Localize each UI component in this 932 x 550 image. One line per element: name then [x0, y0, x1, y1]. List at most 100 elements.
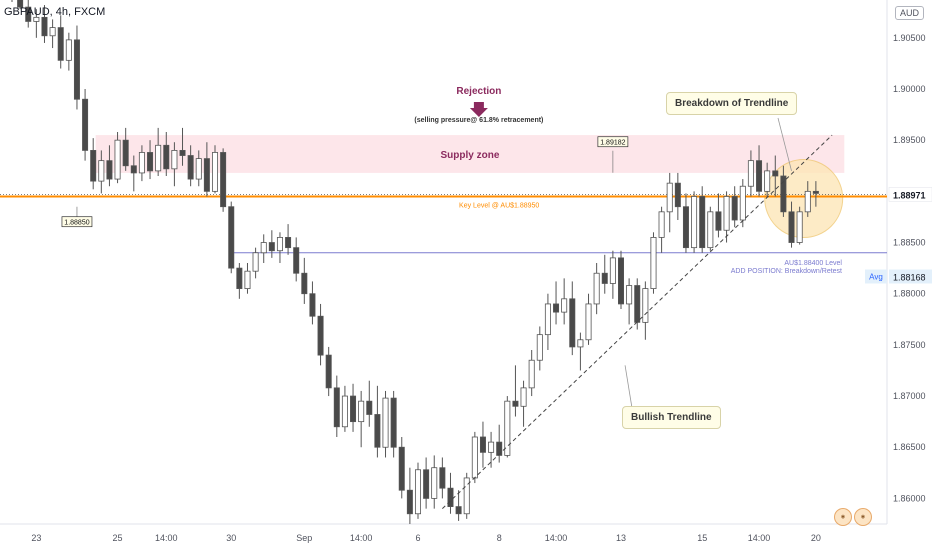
x-tick-label: 13: [616, 533, 626, 543]
candle-up: [804, 190, 811, 213]
x-tick-label: 14:00: [545, 533, 568, 543]
candle-up: [341, 395, 348, 428]
candle-up: [195, 158, 202, 180]
y-tick-label: 1.90500: [893, 33, 926, 43]
overlays-layer: Rejection (selling pressure@ 61.8% retrac…: [61, 86, 833, 510]
rejection-arrow-icon: [469, 102, 488, 117]
candle-up: [739, 185, 746, 221]
candle-down: [122, 139, 129, 167]
candle-up: [561, 298, 568, 313]
x-tick-label: 14:00: [350, 533, 373, 543]
x-tick-label: Sep: [296, 533, 312, 543]
candle-down: [82, 98, 89, 151]
breakdown-pointer: [777, 117, 792, 171]
candle-up: [585, 303, 592, 341]
y-tick-label: 1.90000: [893, 84, 926, 94]
candle-down: [479, 436, 486, 453]
candle-up: [171, 150, 178, 170]
candle-down: [788, 211, 795, 243]
price-tag-label: 1.88850: [64, 220, 89, 227]
candle-down: [41, 16, 48, 37]
candle-up: [471, 436, 478, 479]
candle-up: [114, 139, 121, 180]
avg-tag-label: Avg: [869, 273, 883, 282]
y-tick-label: 1.86000: [893, 493, 926, 503]
candle-up: [764, 170, 771, 192]
candle-up: [666, 182, 673, 213]
candle-down: [406, 489, 413, 515]
candle-up: [244, 270, 251, 289]
candle-up: [626, 285, 633, 305]
author-avatar-icon-2[interactable]: ◉: [854, 508, 872, 526]
candle-up: [593, 272, 600, 305]
candle-up: [252, 252, 259, 272]
candle-down: [390, 397, 397, 448]
avg-price-tag: [889, 269, 932, 284]
candle-down: [634, 285, 641, 323]
candle-down: [423, 469, 430, 499]
candle-up: [642, 288, 649, 323]
price-tag-label: 1.89182: [600, 140, 625, 147]
candle-up: [747, 160, 754, 187]
candle-down: [455, 506, 462, 515]
candle-up: [723, 196, 730, 231]
candle-up: [528, 359, 535, 389]
candle-down: [17, 0, 24, 8]
candle-down: [447, 487, 454, 508]
candle-down: [699, 196, 706, 249]
candle-down: [57, 27, 64, 61]
candles-layer: [11, 0, 819, 524]
candle-down: [268, 242, 275, 252]
y-tick-label: 1.88000: [893, 289, 926, 299]
avg-price-label: 1.88168: [893, 273, 926, 283]
symbol-header[interactable]: GBPAUD, 4h, FXCM: [4, 6, 106, 18]
candle-up: [658, 211, 665, 238]
rejection-sublabel: (selling pressure@ 61.8% retracement): [414, 117, 543, 124]
candle-up: [691, 196, 698, 249]
candle-up: [796, 211, 803, 243]
candle-down: [812, 190, 819, 194]
candle-up: [520, 387, 527, 407]
candle-down: [439, 467, 446, 489]
key-level-label: Key Level @ AU$1.88950: [459, 202, 539, 209]
candle-up: [414, 469, 421, 515]
candle-up: [155, 144, 162, 172]
bullish-trendline-pointer: [624, 365, 633, 409]
candle-down: [147, 152, 154, 172]
candle-up: [33, 16, 40, 22]
x-tick-label: 30: [226, 533, 236, 543]
add-position-label: ADD POSITION: Breakdown/Retest: [731, 268, 842, 275]
candle-down: [780, 175, 787, 213]
candle-down: [756, 160, 763, 192]
candle-up: [98, 160, 105, 182]
price-tag-box: [597, 136, 629, 148]
candle-up: [49, 27, 56, 37]
candle-up: [211, 152, 218, 192]
candle-up: [138, 152, 145, 174]
candle-down: [293, 247, 300, 274]
candle-down: [285, 237, 292, 249]
candle-down: [569, 298, 576, 348]
current-price-label: 1.88971: [893, 190, 926, 200]
candle-down: [179, 150, 186, 156]
price-tag-box: [61, 216, 93, 228]
candle-up: [276, 237, 283, 252]
candle-up: [463, 477, 470, 515]
candle-down: [366, 400, 373, 415]
candle-down: [618, 257, 625, 305]
currency-badge[interactable]: AUD: [894, 6, 924, 20]
author-avatar-icon[interactable]: ◉: [834, 508, 852, 526]
candle-down: [220, 152, 227, 208]
candle-down: [163, 144, 170, 170]
candle-down: [309, 293, 316, 317]
x-tick-label: 23: [31, 533, 41, 543]
x-tick-label: 14:00: [155, 533, 178, 543]
candle-down: [325, 354, 332, 389]
x-tick-label: 14:00: [748, 533, 771, 543]
candle-up: [65, 39, 72, 61]
candle-down: [398, 446, 405, 491]
candle-up: [544, 303, 551, 336]
candle-up: [260, 242, 267, 254]
candle-down: [73, 39, 80, 100]
